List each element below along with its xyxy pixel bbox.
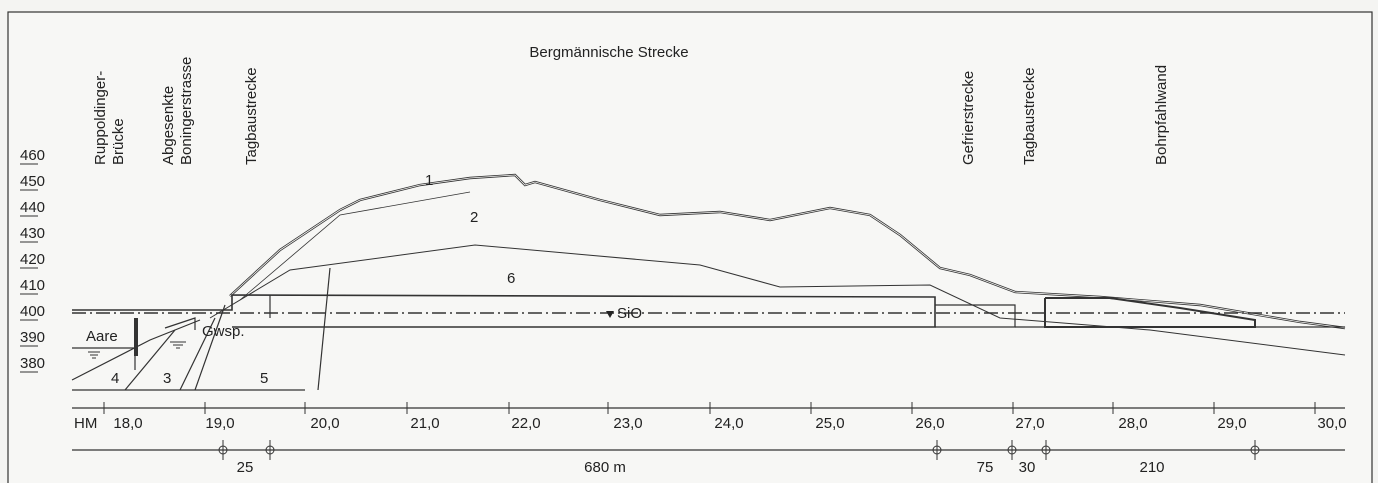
zone-label: 2: [470, 209, 478, 226]
hm-tick: 26,0: [915, 415, 944, 432]
hm-tick: 18,0: [113, 415, 142, 432]
zone-label: 6: [507, 270, 515, 287]
hm-tick: 23,0: [613, 415, 642, 432]
elevation: 420: [20, 251, 45, 268]
hm-tick: 27,0: [1015, 415, 1044, 432]
elevation: 430: [20, 225, 45, 242]
section-label: Brücke: [110, 118, 127, 165]
section-label: Gefrierstrecke: [960, 71, 977, 165]
zone-label: 1: [425, 172, 433, 189]
elevation: 460: [20, 147, 45, 164]
elevation: 440: [20, 199, 45, 216]
length: 75: [977, 459, 994, 476]
hm-tick: 22,0: [511, 415, 540, 432]
zone-label: 3: [163, 370, 171, 387]
elevation: 400: [20, 303, 45, 320]
hm-tick: 19,0: [205, 415, 234, 432]
feature-label: Gwsp.: [202, 323, 245, 340]
zone-label: 4: [111, 370, 119, 387]
section-label: Abgesenkte: [160, 86, 177, 165]
zone-label: 5: [260, 370, 268, 387]
feature-label: SiO: [617, 305, 642, 322]
profile-diagram: 460 450 440 430 420 410 400 390 380 Rupp…: [0, 0, 1378, 483]
section-label: Bohrpfahlwand: [1153, 65, 1170, 165]
hm-tick: 24,0: [714, 415, 743, 432]
section-label: Boningerstrasse: [178, 57, 195, 165]
length: 25: [237, 459, 254, 476]
length: 210: [1139, 459, 1164, 476]
section-label: Tagbaustrecke: [1021, 67, 1038, 165]
elevation: 410: [20, 277, 45, 294]
hm-tick: 20,0: [310, 415, 339, 432]
hm-tick: 25,0: [815, 415, 844, 432]
hm-label: HM: [74, 415, 97, 432]
hm-tick: 21,0: [410, 415, 439, 432]
hm-tick: 28,0: [1118, 415, 1147, 432]
elevation: 450: [20, 173, 45, 190]
section-label: Tagbaustrecke: [243, 67, 260, 165]
hm-tick: 30,0: [1317, 415, 1346, 432]
elevation: 390: [20, 329, 45, 346]
title: Bergmännische Strecke: [529, 44, 688, 61]
hm-tick: 29,0: [1217, 415, 1246, 432]
feature-label: Aare: [86, 328, 118, 345]
elevation: 380: [20, 355, 45, 372]
length: 30: [1019, 459, 1036, 476]
length: 680 m: [584, 459, 626, 476]
section-label: Ruppoldinger-: [92, 71, 109, 165]
